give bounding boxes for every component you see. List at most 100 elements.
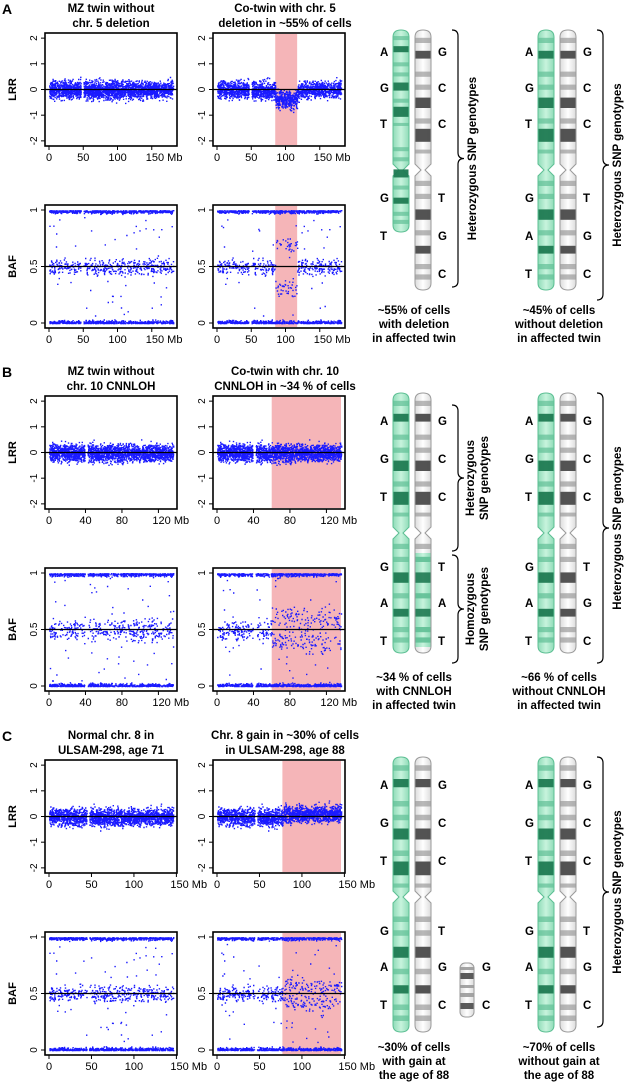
chromosome-band [415, 968, 431, 975]
chromosome-band [560, 512, 576, 517]
diagram-caption-line: without CNNLOH [511, 686, 605, 698]
y-tick-label: 1 [29, 570, 40, 576]
scatter-points [217, 77, 343, 114]
x-tick-label: 50 [245, 334, 257, 346]
chromosome-band [393, 801, 409, 807]
brace-label: SNP genotypes [479, 436, 491, 520]
allele-right: C [438, 119, 446, 131]
chromosome-band [415, 447, 431, 453]
y-tick-label: -2 [197, 136, 208, 145]
chromosome-band [560, 481, 576, 487]
baf-plot-affected: 1 0.5 0 0 50 100 150 Mb [197, 931, 375, 1073]
allele-left: G [525, 926, 534, 938]
chromosome-band [415, 50, 431, 59]
chromosome-band [538, 230, 554, 236]
green-chromosome [537, 29, 555, 291]
allele-right: C [583, 492, 591, 504]
allele-left: T [525, 119, 532, 131]
chromosome-band [560, 97, 576, 108]
chromosome-band [415, 180, 431, 186]
x-tick-label: 80 [284, 697, 296, 709]
data-points [49, 76, 175, 105]
chromosome-band [393, 36, 409, 41]
allele-left: T [525, 636, 532, 648]
chromosome-band [538, 84, 554, 90]
allele-right: C [583, 1000, 591, 1012]
chromosome-band [415, 1015, 431, 1021]
brace-label: Heterozygous SNP genotypes [612, 446, 624, 609]
plot-title-line: CNNLOH in ~34 % of cells [214, 381, 356, 393]
panel-letter: C [2, 728, 12, 744]
diagram-caption-line: with deletion [378, 319, 449, 331]
allele-right: C [583, 269, 591, 281]
y-tick-label: -1 [197, 837, 208, 846]
chromosome-band [415, 84, 431, 90]
chromosome-band [560, 460, 576, 471]
baf-plot-control: 1 0.5 0 0 50 100 150 Mb BAF [7, 204, 182, 346]
brace-heterozygous [451, 404, 465, 552]
allele-left: A [380, 962, 388, 974]
diagram-caption-line: ~55% of cells [378, 305, 451, 317]
chromosome-band [460, 985, 474, 988]
allele-right: G [438, 47, 447, 59]
baf-plot-control: 1 0.5 0 0 50 100 150 Mb BAF [7, 931, 207, 1073]
chromosome-band [415, 861, 431, 876]
brace [451, 29, 465, 288]
chromosome-body [392, 756, 410, 1033]
chromosome-band [393, 211, 409, 216]
grey-chromosome [414, 756, 432, 1033]
y-tick-label: 1 [197, 61, 208, 67]
y-tick-label: -2 [29, 499, 40, 508]
chromosome-band [393, 930, 409, 936]
x-tick-label: 120 Mb [320, 697, 357, 709]
allele-right: T [438, 193, 445, 205]
chromosome-band [393, 572, 409, 583]
diagram-caption-line: ~45% of cells [523, 305, 596, 317]
green-chromosome [392, 392, 410, 654]
x-tick-label: 80 [116, 697, 128, 709]
data-points [49, 937, 175, 1052]
diagram-caption-line: with gain at [381, 1056, 445, 1068]
chromosome-band [393, 916, 409, 922]
chromosome-band [560, 230, 576, 236]
chromosome-band [538, 481, 554, 487]
chromosome-band [538, 593, 554, 599]
y-tick-label: 2 [29, 398, 40, 404]
diagram-caption-line: ~70% of cells [523, 1042, 596, 1054]
chromosome-band [538, 50, 554, 59]
allele-right: C [438, 1000, 446, 1012]
chromosome-band [538, 930, 554, 936]
x-tick-label: 150 Mb [338, 1061, 375, 1073]
chromosome-band [538, 916, 554, 922]
chromosome-band [393, 765, 409, 771]
baf-axis-label: BAF [7, 618, 19, 641]
allele-right: C [438, 856, 446, 868]
chromosome-band [538, 556, 554, 562]
chromosome-band [560, 543, 576, 549]
diagram-caption-line: in affected twin [372, 700, 456, 712]
data-points [49, 210, 175, 325]
chromosome-band [393, 400, 409, 406]
chromosome-band [415, 193, 431, 199]
y-tick-label: 0.5 [29, 622, 40, 636]
baf-plot-affected: 1 0.5 0 0 40 80 120 Mb [197, 567, 357, 709]
chromosome-band [560, 209, 576, 220]
y-tick-label: 0.5 [197, 259, 208, 273]
plot-title-line: MZ twin without [68, 3, 155, 15]
chromosome-band [393, 627, 409, 633]
allele-left: A [525, 598, 533, 610]
y-tick-label: 1 [29, 934, 40, 940]
allele-right: G [438, 231, 447, 243]
chromosome-band [538, 861, 554, 876]
chromosome-band [538, 946, 554, 958]
allele-right: C [583, 636, 591, 648]
y-tick-label: -1 [197, 473, 208, 482]
chromosome-band [538, 1004, 554, 1010]
chromosome-band [415, 779, 431, 788]
allele-right: G [583, 416, 592, 428]
chromosome-band [393, 62, 409, 67]
y-tick-label: 1 [29, 207, 40, 213]
chromosome-band [415, 264, 431, 270]
brace-label: Heterozygous SNP genotypes [467, 77, 479, 240]
